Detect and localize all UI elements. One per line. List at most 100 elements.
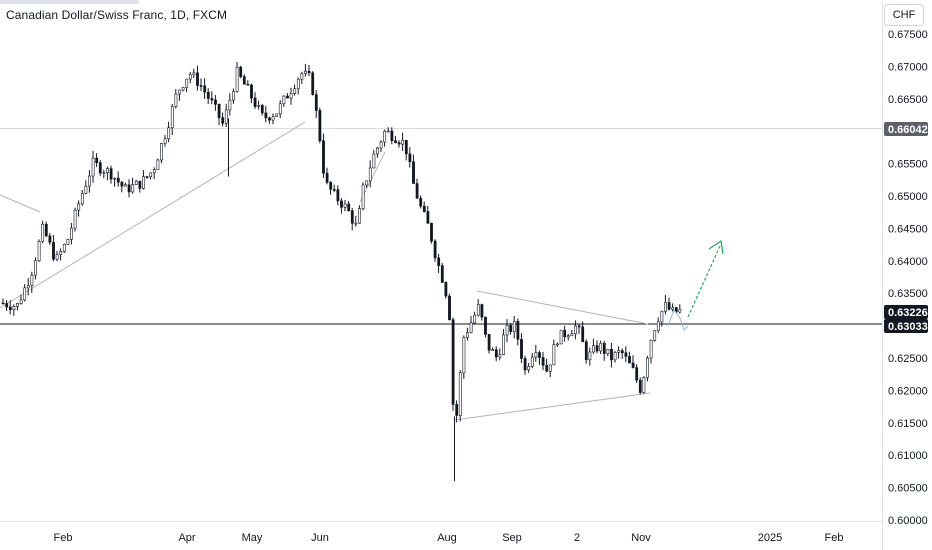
projection-path[interactable]	[667, 308, 689, 331]
candle-body	[246, 83, 250, 86]
candle-body	[1, 302, 5, 305]
candle-body	[70, 227, 73, 240]
candle	[167, 121, 171, 143]
candle	[635, 364, 639, 384]
candle-body	[156, 159, 160, 170]
candle	[156, 158, 160, 170]
candle-body	[451, 319, 455, 405]
candle-body	[26, 285, 30, 289]
trendline-left[interactable]	[0, 194, 41, 213]
candle-body	[383, 130, 387, 143]
candle-body	[329, 181, 333, 190]
candle	[192, 68, 196, 79]
candle-body	[206, 91, 210, 99]
candle-body	[656, 321, 660, 331]
candle-body	[19, 299, 23, 304]
projection-arrow-line[interactable]	[687, 245, 721, 318]
candle-body	[602, 343, 606, 354]
candle	[343, 199, 347, 212]
candle	[660, 310, 664, 327]
candle	[221, 112, 225, 127]
price-label: 0.63226	[884, 305, 928, 319]
candle-body	[296, 78, 300, 90]
candle	[88, 170, 91, 193]
candle	[667, 297, 671, 311]
candle	[584, 339, 588, 364]
candle	[469, 316, 473, 334]
candle	[48, 233, 52, 245]
candle-body	[174, 93, 178, 107]
triangle-lower-trendline[interactable]	[454, 392, 651, 421]
candle	[595, 340, 599, 354]
candle-body	[498, 354, 502, 358]
candle-body	[635, 367, 639, 381]
candle	[678, 304, 682, 314]
candle-body	[592, 345, 595, 353]
candle	[59, 248, 63, 261]
candle	[502, 328, 505, 356]
candle-body	[520, 339, 523, 359]
candle-body	[80, 193, 84, 205]
candle	[354, 215, 358, 227]
candle-body	[44, 223, 48, 237]
projection-arrow-head[interactable]	[708, 239, 724, 255]
candle-body	[304, 70, 307, 74]
candle	[372, 149, 376, 169]
candle-body	[422, 205, 426, 212]
candle	[268, 116, 271, 124]
candle-body	[350, 210, 354, 224]
candle	[196, 65, 199, 91]
currency-button[interactable]: CHF	[884, 4, 924, 26]
candle-body	[16, 303, 19, 307]
candle-body	[41, 223, 45, 242]
candle	[199, 78, 203, 92]
time-tick-label: Nov	[631, 532, 651, 544]
candle-body	[599, 343, 603, 352]
candle-body	[649, 340, 653, 359]
candle	[138, 180, 142, 193]
candle	[534, 344, 538, 362]
candle	[80, 189, 84, 206]
rising-trendline[interactable]	[0, 121, 306, 309]
candle-body	[462, 337, 466, 374]
price-tick-label: 0.64000	[888, 256, 928, 268]
candle	[34, 257, 37, 280]
candle-body	[170, 106, 174, 129]
candle	[473, 311, 477, 325]
candle	[275, 113, 279, 117]
triangle-upper-trendline[interactable]	[476, 290, 649, 325]
candle-body	[552, 344, 556, 366]
candle-body	[530, 356, 534, 367]
candle	[170, 103, 174, 135]
candle	[214, 95, 217, 111]
candle-body	[397, 142, 401, 145]
candle-body	[674, 307, 678, 313]
candle	[260, 103, 264, 116]
price-tick-label: 0.65500	[888, 159, 928, 171]
candle-body	[181, 87, 185, 91]
candle-body	[278, 103, 282, 115]
candle-body	[325, 172, 329, 183]
candle-body	[199, 85, 203, 87]
candle	[95, 153, 99, 167]
candle-body	[160, 143, 163, 161]
candle-body	[95, 157, 99, 163]
price-tick-label: 0.62500	[888, 353, 928, 365]
time-tick-label: Aug	[437, 532, 457, 544]
candle	[235, 62, 239, 93]
candle-body	[116, 177, 120, 183]
candle	[106, 166, 109, 181]
candle	[178, 89, 181, 101]
candle-body	[77, 203, 81, 211]
price-tick-label: 0.61000	[888, 450, 928, 462]
candle-body	[566, 335, 570, 338]
candle-body	[390, 130, 394, 142]
candle-body	[142, 176, 145, 189]
candle	[116, 171, 120, 187]
candle	[232, 88, 235, 104]
time-tick-label: Feb	[54, 532, 73, 544]
candle	[206, 88, 210, 104]
candle-body	[613, 352, 617, 361]
